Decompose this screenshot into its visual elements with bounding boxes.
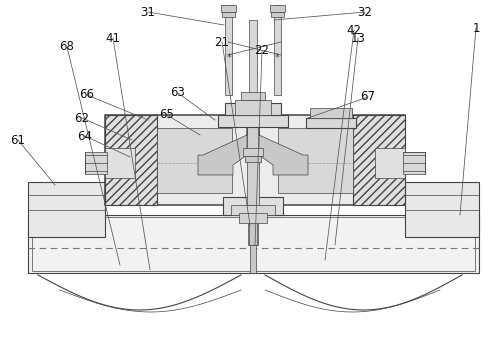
Bar: [278, 128, 353, 193]
Bar: [353, 115, 405, 205]
Bar: [249, 215, 257, 245]
Text: 31: 31: [141, 6, 156, 18]
Bar: [28, 182, 105, 237]
Bar: [249, 20, 257, 120]
Bar: [247, 120, 259, 220]
Text: 63: 63: [170, 86, 185, 100]
Text: 61: 61: [10, 133, 25, 146]
Bar: [271, 12, 284, 17]
Bar: [270, 5, 285, 12]
Bar: [241, 92, 265, 100]
Bar: [157, 128, 232, 193]
Bar: [105, 148, 135, 178]
Bar: [239, 213, 267, 223]
Bar: [243, 148, 263, 156]
Text: *: *: [227, 53, 232, 63]
Bar: [375, 148, 405, 178]
Bar: [218, 115, 288, 127]
Text: 42: 42: [346, 24, 361, 36]
Bar: [223, 197, 283, 215]
Bar: [306, 118, 356, 128]
Text: 1: 1: [472, 22, 480, 35]
Bar: [32, 217, 475, 271]
Text: 67: 67: [360, 90, 376, 103]
Text: 68: 68: [60, 41, 75, 54]
Bar: [231, 205, 275, 215]
Bar: [105, 115, 157, 205]
Text: 32: 32: [357, 6, 372, 18]
Bar: [248, 205, 258, 245]
Text: 21: 21: [215, 36, 230, 48]
Bar: [85, 152, 107, 174]
Text: 41: 41: [105, 31, 120, 44]
Bar: [310, 108, 352, 118]
Text: *: *: [275, 53, 279, 63]
Polygon shape: [259, 120, 308, 175]
Bar: [235, 100, 271, 115]
Text: 64: 64: [78, 130, 92, 143]
Bar: [245, 156, 261, 162]
Text: 13: 13: [350, 31, 365, 44]
Bar: [105, 115, 405, 205]
Bar: [250, 245, 256, 273]
Text: 65: 65: [160, 108, 174, 121]
Bar: [221, 5, 236, 12]
Bar: [274, 5, 281, 95]
Polygon shape: [198, 120, 247, 175]
Text: 62: 62: [75, 112, 89, 125]
Bar: [28, 215, 479, 273]
Bar: [225, 5, 232, 95]
Text: 66: 66: [80, 89, 94, 102]
Bar: [405, 182, 479, 237]
Bar: [222, 12, 235, 17]
Bar: [403, 152, 425, 174]
Text: 22: 22: [254, 44, 269, 58]
Bar: [225, 103, 281, 115]
